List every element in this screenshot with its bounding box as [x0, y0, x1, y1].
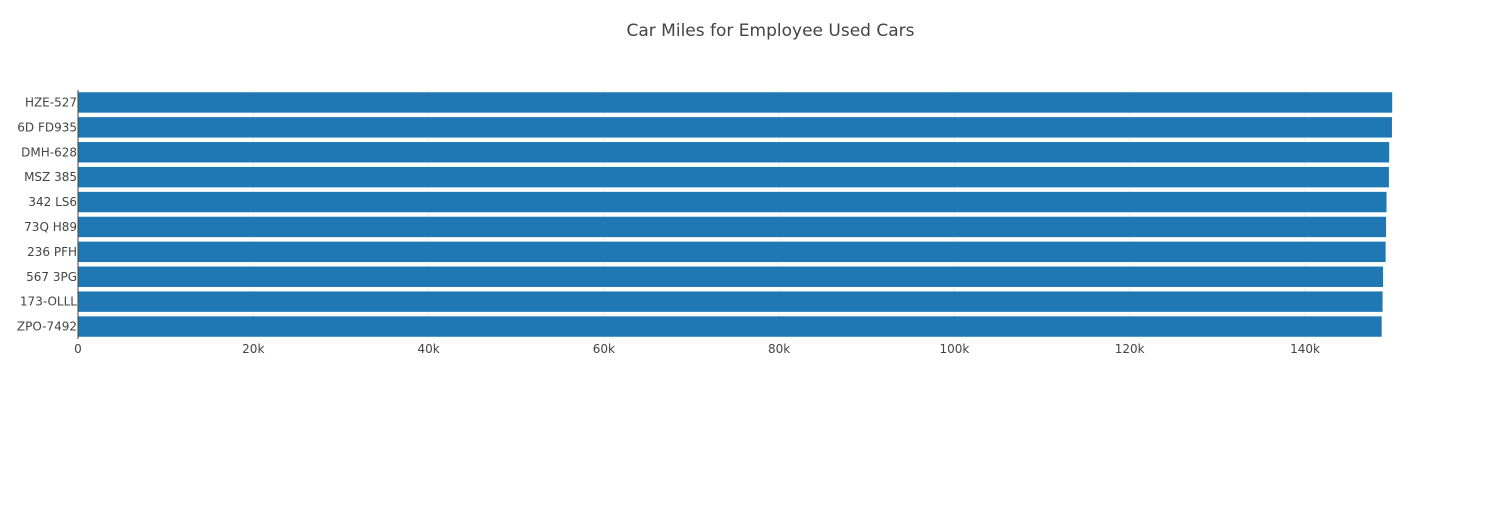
x-tick-label: 80k	[768, 342, 790, 356]
x-tick-label: 60k	[593, 342, 615, 356]
x-tick-label: 20k	[242, 342, 264, 356]
y-tick-label: 173-OLLL	[20, 295, 77, 309]
chart-title: Car Miles for Employee Used Cars	[626, 21, 915, 41]
y-tick-label: 567 3PG	[26, 270, 77, 284]
bar	[78, 117, 1392, 138]
y-tick-label: 6D FD935	[17, 120, 77, 134]
bar	[78, 266, 1384, 287]
bar	[78, 191, 1387, 213]
bar	[78, 291, 1383, 312]
y-tick-label: HZE-527	[25, 95, 77, 109]
bars	[78, 92, 1393, 337]
x-tick-label: 0	[74, 342, 82, 356]
bar	[78, 142, 1390, 163]
bar	[78, 316, 1382, 337]
x-tick-label: 40k	[417, 342, 439, 356]
x-tick-label: 140k	[1290, 342, 1320, 356]
bar	[78, 216, 1387, 238]
y-tick-label: 342 LS6	[28, 195, 77, 209]
y-tick-label: ZPO-7492	[17, 320, 77, 334]
y-tick-label: 73Q H89	[24, 220, 77, 234]
bar	[78, 92, 1393, 113]
bar	[78, 241, 1386, 263]
y-tick-label: 236 PFH	[27, 245, 77, 259]
x-tick-label: 100k	[940, 342, 970, 356]
y-tick-label: DMH-628	[21, 145, 77, 159]
axes: 0 20k 40k 60k 80k 100k 120k 140k HZE-527 6D FD935…	[17, 90, 1320, 356]
x-tick-label: 120k	[1115, 342, 1145, 356]
y-tick-label: MSZ 385	[24, 170, 77, 184]
bar	[78, 166, 1389, 188]
